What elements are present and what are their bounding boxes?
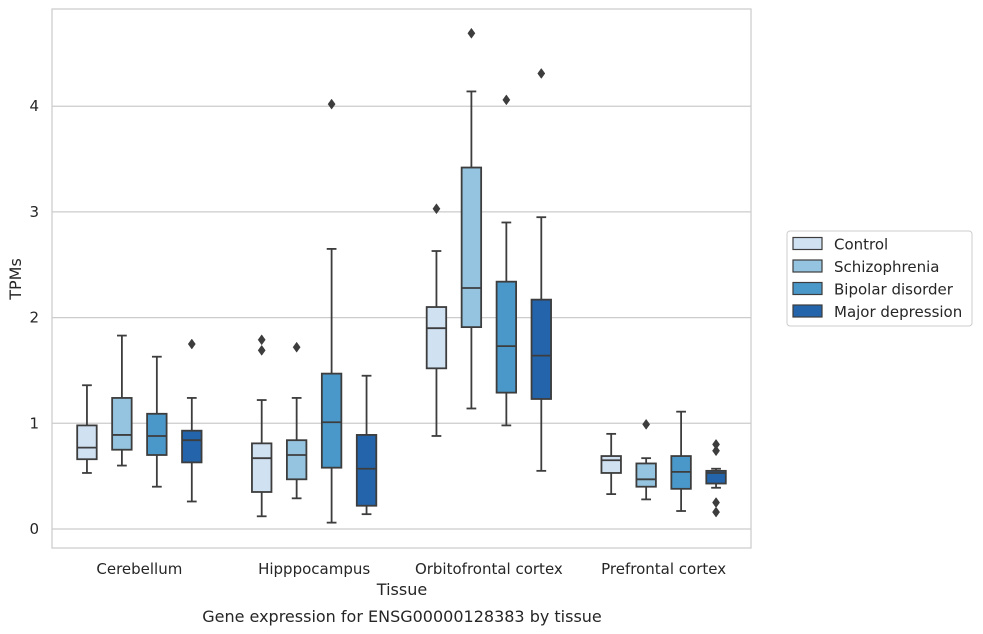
box-plot bbox=[76, 384, 98, 474]
box bbox=[181, 429, 203, 464]
box bbox=[251, 442, 273, 493]
box-plot bbox=[460, 27, 483, 410]
box bbox=[600, 455, 622, 474]
legend-label: Major depression bbox=[834, 303, 962, 321]
box bbox=[285, 439, 308, 481]
outlier-point bbox=[712, 497, 720, 508]
x-tick-label: Orbitofrontal cortex bbox=[415, 560, 563, 578]
box bbox=[76, 424, 98, 461]
box bbox=[635, 462, 657, 488]
box-plot bbox=[495, 94, 518, 427]
outlier-point bbox=[642, 418, 651, 430]
y-tick-label: 1 bbox=[29, 414, 39, 432]
outlier-point bbox=[187, 338, 196, 350]
box-plot bbox=[181, 338, 203, 503]
box-plot bbox=[705, 438, 727, 518]
legend-swatch bbox=[792, 281, 823, 296]
outlier-point bbox=[712, 506, 720, 518]
y-tick-label: 3 bbox=[29, 203, 39, 221]
box-plot bbox=[111, 334, 133, 467]
legend-label: Bipolar disorder bbox=[834, 281, 954, 299]
outlier-point bbox=[712, 445, 720, 457]
legend-label: Schizophrenia bbox=[834, 258, 939, 276]
legend-label: Control bbox=[834, 236, 888, 254]
y-tick-label: 2 bbox=[29, 309, 39, 327]
legend-swatch bbox=[792, 236, 823, 251]
box bbox=[705, 469, 727, 485]
x-tick-label: Cerebellum bbox=[96, 560, 182, 578]
box bbox=[530, 298, 552, 400]
box bbox=[460, 166, 483, 329]
box-plot bbox=[320, 98, 343, 524]
outlier-point bbox=[327, 98, 336, 110]
outlier-point bbox=[467, 27, 476, 39]
y-axis-label: TPMs bbox=[6, 258, 25, 301]
outlier-point bbox=[257, 344, 266, 356]
box-plot bbox=[425, 203, 448, 437]
outlier-point bbox=[432, 203, 441, 215]
box-plot bbox=[146, 355, 168, 488]
box-plot bbox=[635, 418, 657, 501]
box bbox=[425, 306, 448, 370]
box-plot bbox=[530, 68, 552, 472]
outlier-point bbox=[292, 341, 301, 353]
y-tick-label: 4 bbox=[29, 97, 39, 115]
chart-caption: Gene expression for ENSG00000128383 by t… bbox=[202, 607, 602, 626]
box-plot bbox=[355, 374, 378, 516]
box bbox=[146, 412, 168, 456]
x-axis-label: Tissue bbox=[376, 580, 427, 599]
outlier-point bbox=[502, 94, 511, 106]
grid-lines bbox=[52, 105, 751, 530]
y-tick-label: 0 bbox=[29, 520, 39, 538]
box-plots bbox=[76, 27, 727, 524]
legend-frame bbox=[786, 230, 973, 327]
box bbox=[355, 434, 378, 507]
box-plot bbox=[285, 341, 308, 500]
box-plot bbox=[600, 432, 622, 496]
x-tick-label: Hipppocampus bbox=[258, 560, 370, 578]
plot-area bbox=[51, 8, 752, 549]
box bbox=[111, 397, 133, 451]
x-tick-label: Prefrontal cortex bbox=[601, 560, 726, 578]
outlier-point bbox=[537, 68, 546, 79]
legend-swatch bbox=[792, 259, 823, 273]
box-plot bbox=[251, 334, 273, 518]
box bbox=[495, 280, 518, 394]
outlier-point bbox=[257, 334, 266, 346]
legend-swatch bbox=[792, 304, 823, 318]
outlier-point bbox=[712, 438, 720, 450]
box-plot bbox=[670, 410, 692, 512]
x-axis-ticks: Cerebellum Hipppocampus Orbitofrontal cort… bbox=[96, 560, 726, 578]
y-axis-ticks: 0 1 2 3 4 bbox=[29, 97, 39, 538]
legend: Control Schizophrenia Bipolar disorder Majo… bbox=[786, 230, 973, 327]
box bbox=[320, 372, 343, 469]
